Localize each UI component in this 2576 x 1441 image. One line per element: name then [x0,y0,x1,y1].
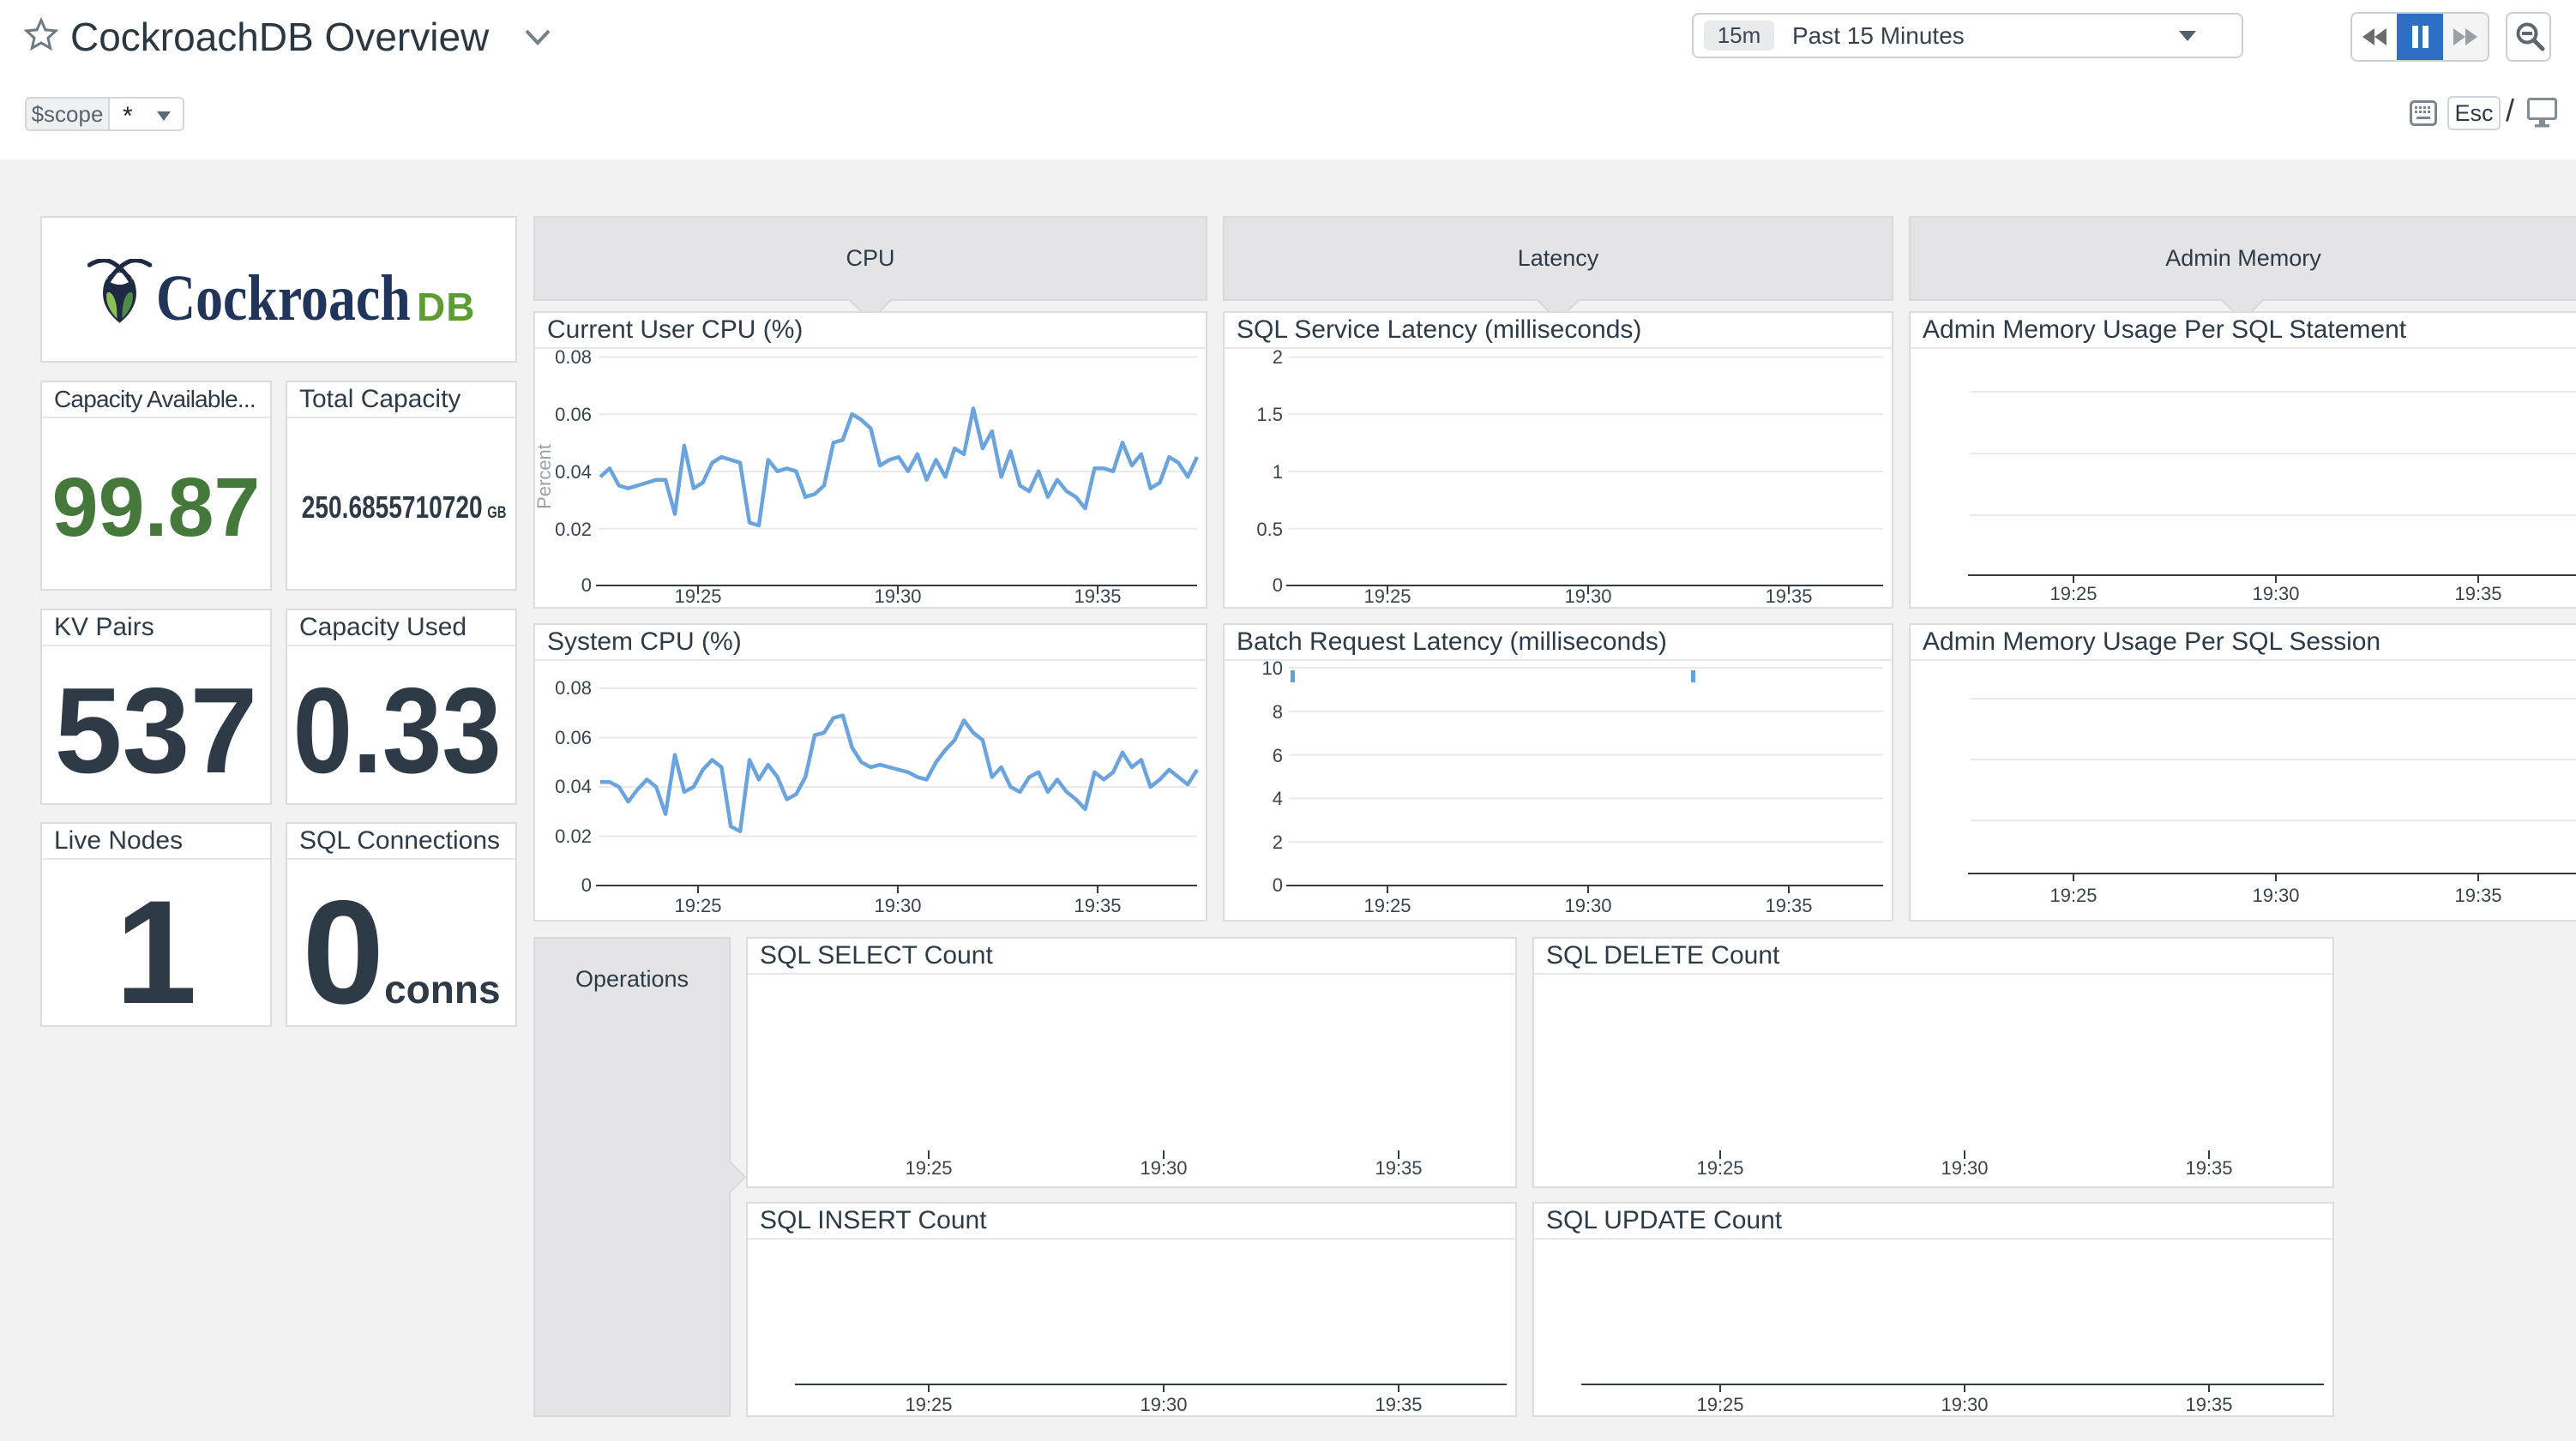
svg-text:0.08: 0.08 [555,349,592,368]
svg-text:0: 0 [581,874,592,896]
svg-text:19:35: 19:35 [2454,583,2501,604]
svg-text:19:25: 19:25 [674,895,721,916]
svg-text:Percent: Percent [535,444,555,509]
svg-text:0.06: 0.06 [555,727,592,748]
svg-text:19:25: 19:25 [2049,885,2097,906]
svg-text:19:35: 19:35 [2185,1157,2232,1179]
svg-text:2: 2 [1273,349,1283,368]
svg-text:19:25: 19:25 [1363,895,1411,916]
svg-text:0.06: 0.06 [555,404,592,425]
svg-text:19:30: 19:30 [874,895,921,916]
svg-text:19:25: 19:25 [1696,1394,1743,1415]
svg-text:19:30: 19:30 [1564,895,1611,916]
svg-text:0.08: 0.08 [555,677,592,699]
svg-text:0.04: 0.04 [555,776,592,797]
svg-text:19:35: 19:35 [2185,1394,2232,1415]
svg-text:19:35: 19:35 [1074,895,1121,916]
svg-text:19:30: 19:30 [1564,585,1611,607]
svg-text:19:25: 19:25 [905,1157,952,1179]
svg-text:19:30: 19:30 [1941,1394,1988,1415]
svg-text:19:25: 19:25 [905,1394,952,1415]
svg-text:19:25: 19:25 [1696,1157,1743,1179]
svg-text:19:30: 19:30 [1140,1394,1187,1415]
svg-text:19:35: 19:35 [1375,1157,1422,1179]
svg-text:19:35: 19:35 [2454,885,2501,906]
svg-text:0.02: 0.02 [555,826,592,847]
svg-text:0.5: 0.5 [1256,519,1283,540]
svg-text:0.02: 0.02 [555,519,592,540]
svg-text:19:35: 19:35 [1765,585,1812,607]
svg-text:6: 6 [1273,745,1283,766]
svg-text:1: 1 [1273,461,1283,483]
svg-text:19:30: 19:30 [1941,1157,1988,1179]
svg-text:19:35: 19:35 [1765,895,1812,916]
svg-text:19:30: 19:30 [2252,885,2299,906]
svg-text:19:35: 19:35 [1074,585,1121,607]
svg-text:1.5: 1.5 [1256,404,1283,425]
svg-text:19:30: 19:30 [1140,1157,1187,1179]
svg-text:4: 4 [1273,788,1283,809]
svg-text:19:30: 19:30 [2252,583,2299,604]
svg-text:0.04: 0.04 [555,461,592,483]
svg-text:19:25: 19:25 [674,585,721,607]
svg-text:19:25: 19:25 [1363,585,1411,607]
svg-text:2: 2 [1273,832,1283,853]
svg-text:8: 8 [1273,701,1283,723]
svg-text:19:35: 19:35 [1375,1394,1422,1415]
svg-text:0: 0 [581,574,592,596]
svg-text:10: 10 [1262,661,1283,679]
svg-text:0: 0 [1273,874,1283,896]
svg-text:19:25: 19:25 [2049,583,2097,604]
svg-text:0: 0 [1273,574,1283,596]
svg-text:19:30: 19:30 [874,585,921,607]
